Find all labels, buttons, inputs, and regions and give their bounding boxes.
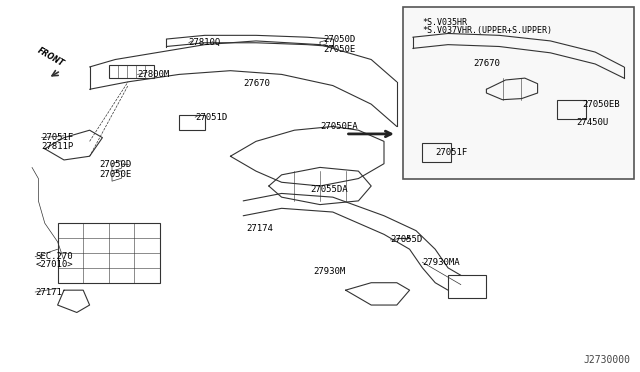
Text: 27800M: 27800M	[138, 70, 170, 79]
Bar	[109, 65, 154, 78]
Text: 27055DA: 27055DA	[310, 185, 348, 194]
Text: SEC.270: SEC.270	[35, 252, 73, 261]
Text: 27670: 27670	[474, 59, 500, 68]
Bar	[557, 100, 586, 119]
Text: 27811P: 27811P	[42, 142, 74, 151]
Text: 27171: 27171	[35, 288, 62, 296]
Text: 27670: 27670	[243, 79, 270, 88]
Text: <27010>: <27010>	[35, 260, 73, 269]
Text: 27050D: 27050D	[99, 160, 131, 169]
Text: *S.V037VHR.(UPPER+S.UPPER): *S.V037VHR.(UPPER+S.UPPER)	[422, 26, 552, 35]
Text: 27810Q: 27810Q	[189, 38, 221, 47]
Text: 27050EA: 27050EA	[320, 122, 358, 131]
Text: *S.V035HR: *S.V035HR	[422, 18, 467, 27]
Bar	[179, 115, 205, 130]
Text: 27051F: 27051F	[435, 148, 467, 157]
Text: 27930MA: 27930MA	[422, 258, 460, 267]
Bar	[422, 143, 451, 162]
Text: J2730000: J2730000	[584, 355, 630, 365]
Text: FRONT: FRONT	[36, 46, 66, 69]
Text: 27174: 27174	[246, 224, 273, 233]
Text: 27051F: 27051F	[42, 133, 74, 142]
Text: 27930M: 27930M	[314, 267, 346, 276]
Text: 27450U: 27450U	[576, 118, 608, 127]
Text: 27055D: 27055D	[390, 235, 422, 244]
Text: 27051D: 27051D	[195, 113, 227, 122]
Bar	[403, 7, 634, 179]
Text: 27050D: 27050D	[323, 35, 355, 44]
Text: 27050EB: 27050EB	[582, 100, 620, 109]
Bar	[448, 275, 486, 298]
Text: 27050E: 27050E	[99, 170, 131, 179]
Bar	[58, 223, 160, 283]
Text: 27050E: 27050E	[323, 45, 355, 54]
